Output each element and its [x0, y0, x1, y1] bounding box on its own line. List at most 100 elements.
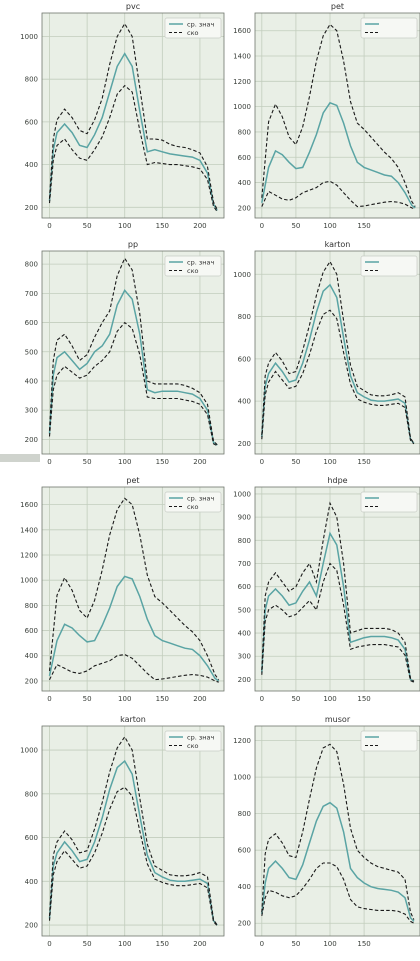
y-tick-label: 600 — [238, 154, 251, 162]
x-tick-label: 50 — [291, 940, 300, 948]
plot-area — [255, 726, 420, 936]
x-tick-label: 0 — [260, 222, 264, 230]
x-tick-label: 0 — [47, 458, 51, 466]
y-tick-label: 400 — [25, 652, 38, 660]
y-tick-label: 300 — [238, 653, 251, 661]
y-tick-label: 1400 — [20, 526, 38, 534]
chart-title: pvc — [126, 2, 140, 11]
y-tick-label: 500 — [25, 348, 38, 356]
plot-area — [255, 13, 420, 218]
y-tick-label: 400 — [238, 179, 251, 187]
plot-frame — [254, 12, 420, 219]
y-tick-label: 200 — [238, 204, 251, 212]
series-line-std — [49, 653, 219, 683]
x-tick-label: 100 — [118, 940, 131, 948]
x-tick-label: 100 — [323, 695, 336, 703]
y-tick-label: 400 — [238, 398, 251, 406]
y-tick-label: 600 — [238, 355, 251, 363]
legend-label-mean: ср. знач — [187, 21, 215, 29]
legend-label-std: ско — [187, 503, 198, 511]
x-tick-label: 50 — [83, 940, 92, 948]
y-tick-label: 800 — [238, 537, 251, 545]
y-tick-label: 800 — [238, 128, 251, 136]
chart-title: karton — [120, 715, 146, 724]
x-tick-label: 150 — [357, 458, 370, 466]
plot-frame — [254, 250, 420, 455]
series-line-std — [261, 180, 416, 210]
series-line-std — [48, 735, 218, 926]
divider-strip — [0, 454, 40, 462]
y-tick-label: 400 — [238, 883, 251, 891]
legend-box — [360, 17, 418, 39]
x-tick-label: 50 — [291, 695, 300, 703]
y-tick-label: 600 — [238, 583, 251, 591]
x-tick-label: 200 — [193, 458, 206, 466]
y-tick-label: 200 — [25, 677, 38, 685]
y-tick-label: 200 — [238, 676, 251, 684]
x-tick-label: 50 — [83, 458, 92, 466]
legend-label-mean: ср. знач — [187, 259, 215, 267]
y-tick-label: 400 — [238, 630, 251, 638]
plot-area — [42, 251, 224, 454]
chart-panel-3: 0 50 100 150 200 200 300 400 500 600 700 800 pp ср. з… — [25, 240, 225, 466]
y-tick-label: 1000 — [20, 577, 38, 585]
x-tick-label: 0 — [47, 940, 51, 948]
plot-area — [42, 13, 224, 218]
series-line-std — [261, 743, 415, 920]
chart-panel-5: 0 50 100 150 200 200 400 600 800 1000 1200 1400 1600… — [20, 476, 225, 703]
x-tick-label: 150 — [156, 695, 169, 703]
x-tick-label: 100 — [323, 940, 336, 948]
legend-label-mean: ср. знач — [187, 495, 215, 503]
y-tick-label: 800 — [238, 313, 251, 321]
series-line-mean — [48, 289, 218, 446]
y-tick-label: 800 — [25, 261, 38, 269]
x-tick-label: 100 — [118, 695, 131, 703]
x-tick-label: 200 — [193, 940, 206, 948]
y-tick-label: 900 — [238, 514, 251, 522]
chart-panel-7: 0 50 100 150 200 200 400 600 800 1000 karton ср. зн… — [20, 715, 225, 948]
y-tick-label: 200 — [238, 440, 251, 448]
x-tick-label: 0 — [260, 458, 264, 466]
plot-frame — [41, 12, 225, 219]
x-tick-label: 100 — [118, 458, 131, 466]
y-tick-label: 200 — [25, 204, 38, 212]
y-tick-label: 1200 — [20, 552, 38, 560]
x-tick-label: 200 — [193, 222, 206, 230]
series-line-mean — [48, 759, 218, 926]
series-line-std — [261, 501, 415, 682]
legend-label-std: ско — [187, 267, 198, 275]
chart-panel-1: 0 50 100 150 200 200 400 600 800 1000 pvc ср. значс… — [20, 2, 225, 230]
series-line-std — [261, 23, 416, 207]
y-tick-label: 1000 — [233, 490, 251, 498]
y-tick-label: 1000 — [233, 103, 251, 111]
x-tick-label: 100 — [323, 458, 336, 466]
series-line-std — [261, 562, 415, 683]
series-line-std — [261, 862, 415, 924]
plot-area — [255, 251, 420, 454]
legend-box — [360, 255, 418, 277]
series-line-std — [48, 257, 218, 446]
y-tick-label: 700 — [238, 560, 251, 568]
series-line-std — [261, 260, 415, 444]
chart-title: hdpe — [327, 476, 347, 485]
y-tick-label: 600 — [25, 118, 38, 126]
plot-frame — [254, 725, 420, 937]
plot-area — [42, 487, 224, 691]
series-line-mean — [48, 575, 220, 682]
legend-label-std: ско — [187, 29, 198, 37]
y-tick-label: 600 — [25, 834, 38, 842]
x-tick-label: 0 — [47, 222, 51, 230]
x-tick-label: 50 — [291, 458, 300, 466]
legend-label-mean: ср. знач — [187, 734, 215, 742]
series-line-mean — [261, 801, 415, 922]
y-tick-label: 1000 — [20, 33, 38, 41]
series-line-std — [48, 321, 218, 447]
chart-title: pet — [126, 476, 139, 485]
x-tick-label: 50 — [83, 222, 92, 230]
chart-title: pp — [128, 240, 138, 249]
y-tick-label: 200 — [25, 436, 38, 444]
plot-frame — [254, 486, 420, 692]
plot-frame — [41, 486, 225, 692]
x-tick-label: 150 — [357, 940, 370, 948]
